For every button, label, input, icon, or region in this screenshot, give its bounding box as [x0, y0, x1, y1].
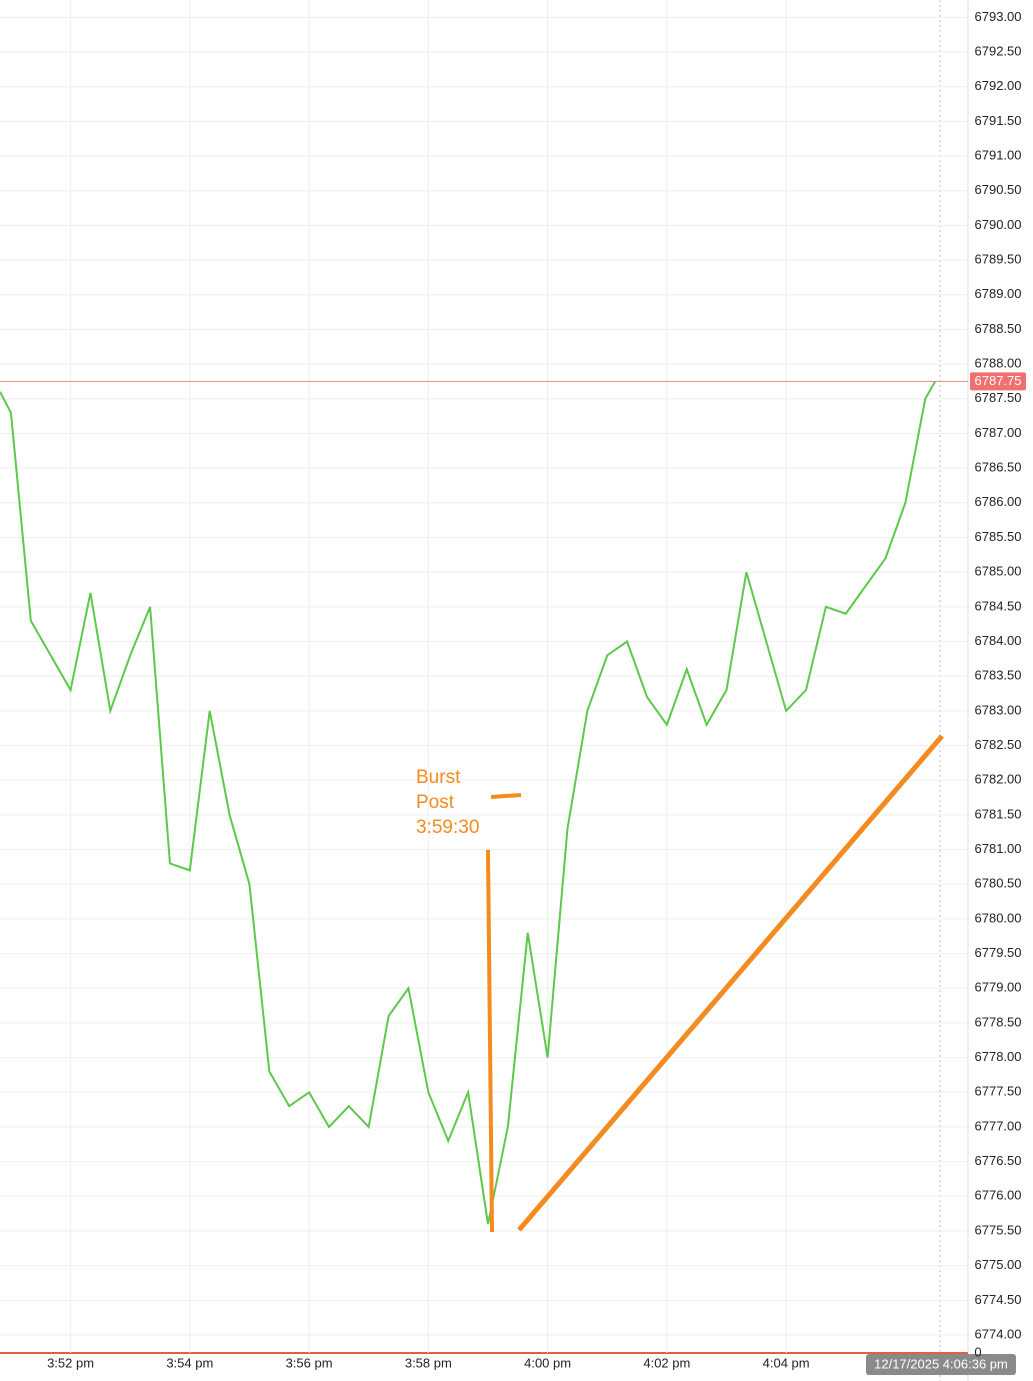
y-tick-label: 6781.00: [975, 841, 1022, 856]
y-tick-label: 6780.50: [975, 876, 1022, 891]
y-tick-label: 6785.50: [975, 529, 1022, 544]
y-tick-label: 6785.00: [975, 564, 1022, 579]
y-tick-label: 6776.50: [975, 1153, 1022, 1168]
y-tick-label: 6793.00: [975, 9, 1022, 24]
annotation: 3:59:30: [416, 817, 479, 838]
y-tick-label: 6782.50: [975, 737, 1022, 752]
annotation-line: [517, 734, 944, 1232]
timestamp-box: [866, 1354, 1016, 1375]
y-tick-label: 6778.50: [975, 1014, 1022, 1029]
annotation-line: [486, 849, 494, 1233]
x-tick-label: 4:04 pm: [763, 1355, 810, 1370]
x-tick-label: 4:02 pm: [643, 1355, 690, 1370]
timestamp: 12/17/2025 4:06:36 pm: [874, 1356, 1008, 1371]
price-line: [0, 380, 937, 1225]
y-tick-label: 6790.00: [975, 217, 1022, 232]
x-tick-label: 3:56 pm: [286, 1355, 333, 1370]
y-tick-label: 6778.00: [975, 1049, 1022, 1064]
y-tick-label: 6779.50: [975, 945, 1022, 960]
y-tick-label: 6787.50: [975, 390, 1022, 405]
y-tick-label: 6789.50: [975, 252, 1022, 267]
annotation: Post: [416, 792, 455, 813]
y-tick-label: 6774.50: [975, 1292, 1022, 1307]
y-tick-label: 6779.00: [975, 980, 1022, 995]
y-tick-label: 6774.00: [975, 1326, 1022, 1341]
x-tick-label: 4:00 pm: [524, 1355, 571, 1370]
y-tick-label: 6788.00: [975, 356, 1022, 371]
last-price-label: 6787.75: [975, 373, 1022, 388]
y-tick-label: 6781.50: [975, 806, 1022, 821]
y-tick-label: 6777.00: [975, 1118, 1022, 1133]
volume-tick-label: 0: [974, 1344, 981, 1359]
y-tick-label: 6782.00: [975, 772, 1022, 787]
x-tick-label: 3:58 pm: [405, 1355, 452, 1370]
y-tick-label: 6777.50: [975, 1084, 1022, 1099]
y-tick-label: 6791.50: [975, 113, 1022, 128]
y-tick-label: 6784.50: [975, 598, 1022, 613]
y-tick-label: 6786.00: [975, 494, 1022, 509]
y-tick-label: 6775.00: [975, 1257, 1022, 1272]
y-tick-label: 6791.00: [975, 147, 1022, 162]
plot-area: [0, 0, 968, 1353]
y-tick-label: 6790.50: [975, 182, 1022, 197]
x-tick-label: 3:52 pm: [47, 1355, 94, 1370]
y-tick-label: 6786.50: [975, 460, 1022, 475]
y-tick-label: 6783.00: [975, 702, 1022, 717]
y-tick-label: 6788.50: [975, 321, 1022, 336]
y-tick-label: 6780.00: [975, 910, 1022, 925]
annotation: Burst: [416, 767, 461, 788]
annotation-line: [490, 793, 522, 799]
last-price-box: [970, 372, 1026, 391]
y-tick-label: 6784.00: [975, 633, 1022, 648]
y-tick-label: 6789.00: [975, 286, 1022, 301]
y-tick-label: 6776.00: [975, 1188, 1022, 1203]
y-tick-label: 6787.00: [975, 425, 1022, 440]
y-tick-label: 6792.00: [975, 78, 1022, 93]
y-tick-label: 6783.50: [975, 668, 1022, 683]
y-tick-label: 6775.50: [975, 1222, 1022, 1237]
x-tick-label: 3:54 pm: [166, 1355, 213, 1370]
y-tick-label: 6792.50: [975, 43, 1022, 58]
